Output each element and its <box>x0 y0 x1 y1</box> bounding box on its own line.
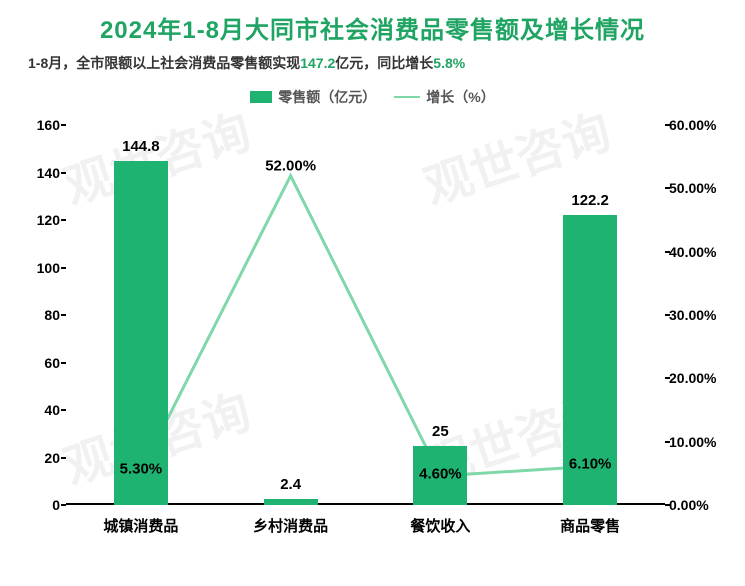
y-right-tick-mark <box>665 251 670 253</box>
category-label: 城镇消费品 <box>103 515 178 536</box>
y-right-tick-label: 50.00% <box>669 180 725 196</box>
y-right-tick-mark <box>665 124 670 126</box>
y-right-tick-label: 40.00% <box>669 244 725 260</box>
legend-swatch-bar <box>250 91 272 103</box>
plot-region: 0204060801001201401600.00%10.00%20.00%30… <box>66 125 665 505</box>
y-left-tick-mark <box>61 504 66 506</box>
y-left-tick-label: 60 <box>20 355 60 371</box>
y-right-tick-label: 20.00% <box>669 370 725 386</box>
y-left-tick-mark <box>61 314 66 316</box>
y-left-tick-label: 40 <box>20 402 60 418</box>
y-left-tick-label: 120 <box>20 212 60 228</box>
bar-value-label: 122.2 <box>571 192 609 209</box>
chart-subtitle: 1-8月，全市限额以上社会消费品零售额实现147.2亿元，同比增长5.8% <box>0 45 745 73</box>
category-label: 商品零售 <box>560 515 620 536</box>
legend-swatch-line <box>394 96 420 98</box>
chart-title: 2024年1-8月大同市社会消费品零售额及增长情况 <box>0 0 745 45</box>
y-left-tick-mark <box>61 267 66 269</box>
subtitle-value-1: 147.2 <box>300 55 335 71</box>
y-left-tick-label: 100 <box>20 260 60 276</box>
chart-area: 0 20 40 60 80 100 120 140 160 0.00% 10.00% 20.00% 30… <box>20 115 725 545</box>
y-right-tick-mark <box>665 377 670 379</box>
y-left-tick-label: 160 <box>20 117 60 133</box>
legend-line-label: 增长（%） <box>426 87 494 107</box>
line-value-label: 5.30% <box>120 461 163 478</box>
y-left-tick-label: 80 <box>20 307 60 323</box>
y-left-tick-mark <box>61 172 66 174</box>
legend-bar-label: 零售额（亿元） <box>278 87 376 107</box>
subtitle-prefix: 1-8月，全市限额以上社会消费品零售额实现 <box>28 55 300 71</box>
y-left-tick-mark <box>61 457 66 459</box>
y-left-tick-label: 20 <box>20 450 60 466</box>
y-right-tick-mark <box>665 187 670 189</box>
legend-item-bar: 零售额（亿元） <box>250 87 376 107</box>
y-left-tick-label: 0 <box>20 497 60 513</box>
y-left-tick-mark <box>61 409 66 411</box>
y-left-tick-mark <box>61 124 66 126</box>
bar-value-label: 2.4 <box>280 476 301 493</box>
y-left-tick-mark <box>61 362 66 364</box>
bar <box>264 499 318 505</box>
y-right-tick-mark <box>665 441 670 443</box>
y-left-tick-label: 140 <box>20 165 60 181</box>
y-right-tick-label: 60.00% <box>669 117 725 133</box>
y-right-tick-label: 0.00% <box>669 497 725 513</box>
line-value-label: 4.60% <box>419 465 462 482</box>
line-value-label: 52.00% <box>265 157 316 174</box>
bar-value-label: 25 <box>432 423 449 440</box>
y-right-tick-label: 30.00% <box>669 307 725 323</box>
y-left-tick-mark <box>61 219 66 221</box>
subtitle-value-2: 5.8% <box>433 55 465 71</box>
legend: 零售额（亿元） 增长（%） <box>0 87 745 107</box>
category-label: 餐饮收入 <box>410 515 470 536</box>
legend-item-line: 增长（%） <box>394 87 494 107</box>
y-right-tick-mark <box>665 314 670 316</box>
y-right-tick-label: 10.00% <box>669 434 725 450</box>
y-right-tick-mark <box>665 504 670 506</box>
category-label: 乡村消费品 <box>253 515 328 536</box>
line-value-label: 6.10% <box>569 456 612 473</box>
bar-value-label: 144.8 <box>122 138 160 155</box>
bar <box>114 161 168 505</box>
subtitle-mid: 亿元，同比增长 <box>335 55 433 71</box>
